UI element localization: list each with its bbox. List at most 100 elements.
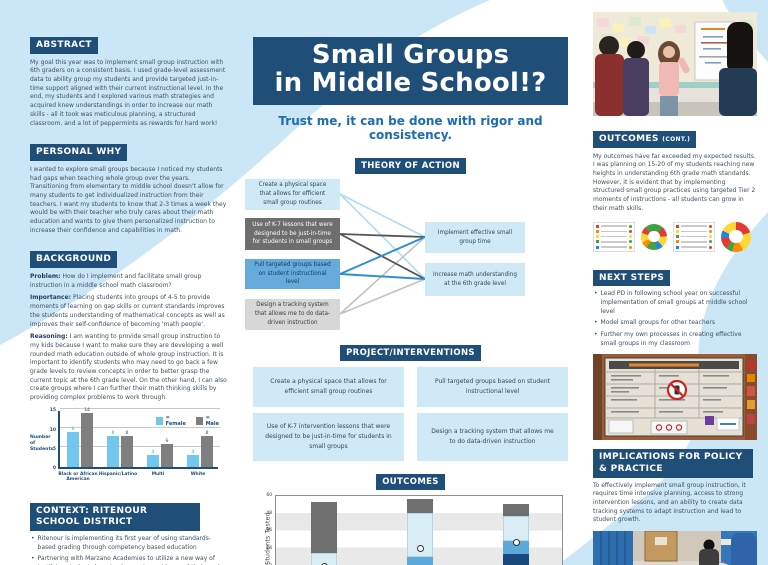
- gridline: [60, 427, 220, 429]
- background-problem: Problem: How do I implement and facilita…: [30, 273, 228, 290]
- importance-label: Importance:: [30, 294, 72, 302]
- x-category-label: Multi: [151, 471, 165, 477]
- context-bullet-2: Partnering with Marzano Academies to uti…: [30, 555, 228, 565]
- outcomes-y-axis: 01224364860: [260, 493, 273, 565]
- proficiency-donut-1: [641, 223, 667, 250]
- segment: [311, 552, 337, 565]
- project-interventions-heading: PROJECT/INTERVENTIONS: [340, 345, 481, 362]
- gridline: [60, 446, 220, 448]
- estimated-proficiency-marker: [512, 539, 520, 547]
- photo-hallway-small-group: [593, 531, 757, 565]
- outcomes-cont-heading: OUTCOMES (CONT.): [593, 131, 697, 148]
- legend-label-female: = Female: [165, 414, 186, 427]
- legend-item-male: = Male: [196, 415, 220, 427]
- bar-male: 14: [81, 407, 93, 467]
- bar-value-label: 3: [151, 449, 155, 455]
- segment: [311, 501, 337, 553]
- y-tick-label: 12: [266, 564, 272, 565]
- title-line-1: Small Groups: [311, 40, 510, 70]
- segment: [503, 541, 529, 555]
- estimated-proficiency-marker: [416, 544, 424, 552]
- left-column: ABSTRACT My goal this year was to implem…: [30, 32, 228, 565]
- outcomes-heading: OUTCOMES: [376, 474, 445, 491]
- bar-female: 8: [107, 430, 119, 467]
- y-tick-label: 5: [52, 446, 56, 452]
- theory-of-action-diagram: Create a physical space that allows for …: [245, 179, 568, 331]
- next-steps-bullet-2: Model small groups for other teachers: [593, 319, 757, 328]
- outcomes-chart: Students Tested 01224364860 AUGDECAPR Ad…: [253, 493, 568, 565]
- bar-female: 3: [147, 449, 159, 467]
- data-tracker-thumbnails: [593, 221, 757, 252]
- bar-male: 8: [121, 430, 133, 467]
- bar-value-label: 8: [205, 429, 209, 435]
- segment: [407, 557, 433, 565]
- theory-box-math-understanding: Increase math understanding at the 6th g…: [425, 263, 525, 297]
- problem-label: Problem:: [30, 273, 61, 281]
- y-tick-label: 36: [266, 528, 272, 534]
- background-reasoning: Reasoning: I am wanting to provide small…: [30, 333, 228, 403]
- proficiency-donut-2: [721, 221, 751, 252]
- theory-box-physical-space: Create a physical space that allows for …: [245, 179, 340, 211]
- photo-students-whiteboard: [593, 12, 757, 116]
- title-line-2: in Middle School!?: [274, 67, 547, 98]
- segment: [407, 498, 433, 514]
- demographics-plot-area: = Female = Male 9 14 8 8 3 6 3 8: [58, 407, 221, 469]
- implications-heading: IMPLICATIONS FOR POLICY & PRACTICE: [593, 449, 753, 478]
- intervention-box-targeted-groups: Pull targeted groups based on student in…: [417, 367, 568, 408]
- abstract-section: ABSTRACT My goal this year was to implem…: [30, 32, 228, 128]
- x-category-label: Hispanic/Latino: [98, 471, 138, 477]
- personal-why-text: I wanted to explore small groups because…: [30, 165, 227, 234]
- stacked-bar: [503, 494, 529, 565]
- bar-value-label: 8: [125, 429, 129, 435]
- bar-female: 9: [67, 426, 79, 467]
- segment: [503, 504, 529, 517]
- next-steps-bullet-1: Lead PD in following school year on succ…: [593, 290, 757, 316]
- theory-box-tracking-system: Design a tracking system that allows me …: [245, 299, 340, 331]
- background-importance: Importance: Placing students into groups…: [30, 294, 228, 329]
- demographics-legend: = Female = Male: [156, 415, 221, 427]
- bar-value-label: 8: [111, 429, 115, 435]
- bar-value-label: 14: [84, 406, 90, 412]
- outcomes-cont-section: OUTCOMES (CONT.) My outcomes have far ex…: [593, 126, 757, 214]
- reasoning-label: Reasoning:: [30, 333, 68, 341]
- theory-box-targeted-groups: Pull targeted groups based on student in…: [245, 259, 340, 290]
- context-section: CONTEXT: RITENOUR SCHOOL DISTRICT Riteno…: [30, 502, 228, 565]
- tracker-legend-card-2: [673, 221, 715, 252]
- blob-top-left: [0, 0, 490, 345]
- poster-title: Small Groups in Middle School!?: [253, 37, 568, 105]
- y-tick-label: 24: [266, 545, 272, 551]
- intervention-box-tracking-system: Design a tracking system that allows me …: [417, 413, 568, 462]
- tracker-legend-card-1: [593, 221, 635, 252]
- poster-subtitle: Trust me, it can be done with rigor and …: [278, 114, 543, 142]
- abstract-heading: ABSTRACT: [30, 37, 98, 54]
- context-bullet-1: Ritenour is implementing its first year …: [30, 535, 228, 552]
- theory-box-small-group-time: Implement effective small group time: [425, 222, 525, 254]
- legend-item-female: = Female: [156, 415, 187, 427]
- bar-value-label: 9: [71, 425, 75, 431]
- demographics-y-axis: 0 5 10 15: [48, 408, 57, 471]
- bar-value-label: 3: [191, 449, 195, 455]
- female-swatch: [156, 416, 163, 425]
- bar-female: 3: [187, 449, 199, 467]
- stacked-bar: [407, 494, 433, 565]
- x-category-label: Black or African American: [58, 471, 98, 483]
- bar-value-label: 6: [165, 437, 169, 443]
- y-tick-label: 60: [266, 493, 272, 499]
- right-column: OUTCOMES (CONT.) My outcomes have far ex…: [593, 12, 757, 565]
- importance-text: Placing students into groups of 4-5 to p…: [30, 294, 225, 328]
- personal-why-heading: PERSONAL WHY: [30, 144, 128, 161]
- gridline: [60, 407, 220, 409]
- y-tick-label: 15: [49, 408, 56, 414]
- male-swatch: [196, 416, 203, 425]
- student-demographics-chart: Number of Students 0 5 10 15 = Female = Mal…: [30, 407, 228, 495]
- next-steps-heading: NEXT STEPS: [593, 269, 671, 287]
- segment: [503, 554, 529, 565]
- bar-male: 6: [161, 438, 173, 467]
- outcomes-plot-area: [275, 495, 563, 565]
- stacked-bar: [311, 494, 337, 565]
- problem-text: How do I implement and facilitate small …: [30, 273, 202, 289]
- theory-connection-lines: [339, 193, 426, 315]
- personal-why-section: PERSONAL WHY I wanted to explore small g…: [30, 139, 228, 235]
- intervention-box-physical-space: Create a physical space that allows for …: [253, 367, 404, 408]
